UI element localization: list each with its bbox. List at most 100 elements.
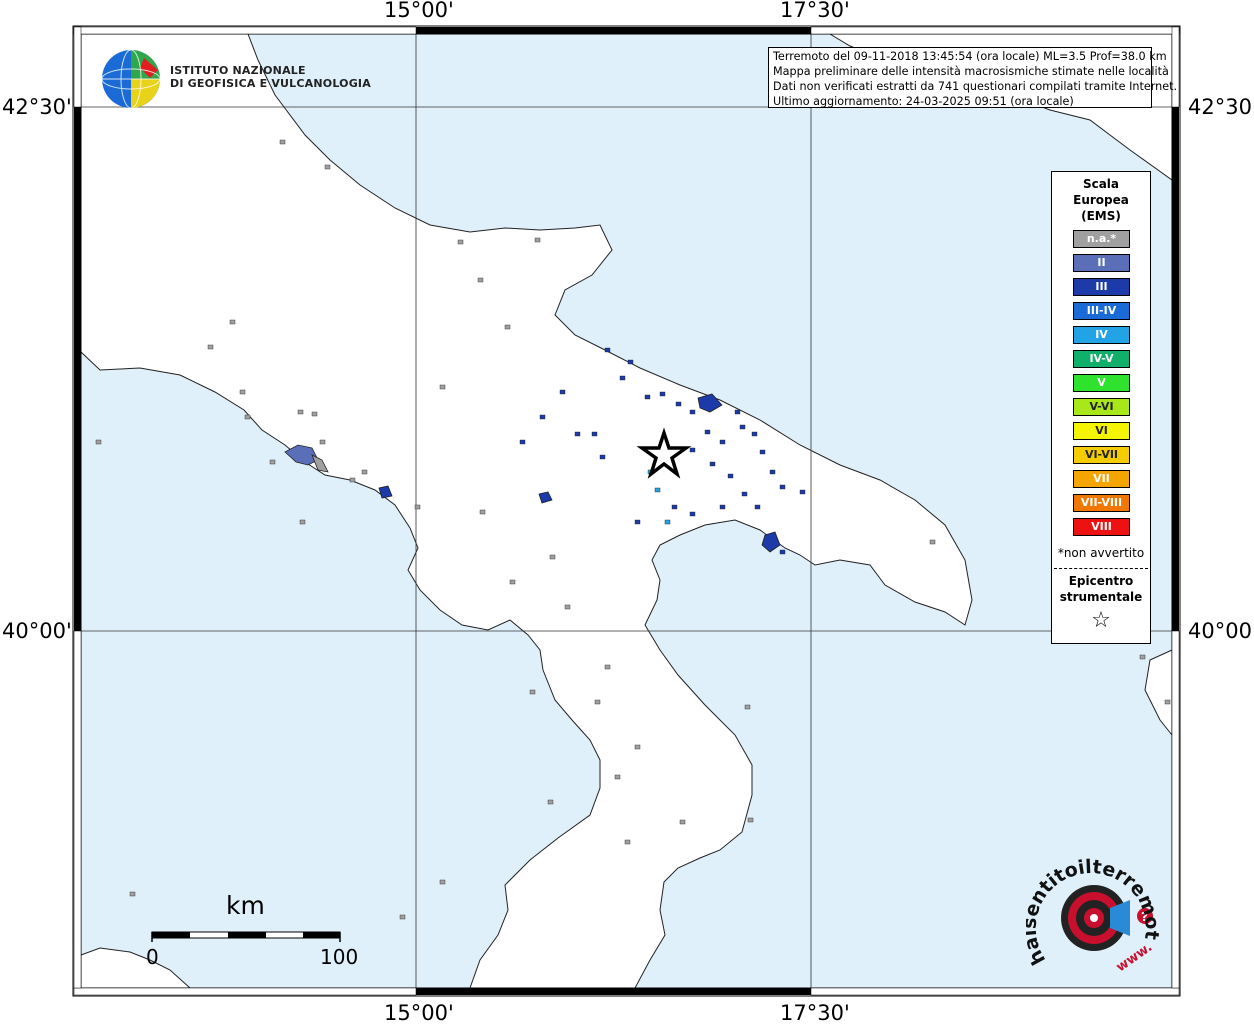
locality-marker (297, 409, 304, 415)
locality-marker (477, 277, 484, 283)
locality-marker (129, 891, 136, 897)
locality-marker (759, 449, 766, 455)
locality-marker (559, 389, 566, 395)
left-lat-label-2: 40°00' (2, 619, 72, 643)
locality-marker (549, 554, 556, 560)
locality-marker (624, 839, 631, 845)
locality-marker (594, 699, 601, 705)
locality-marker (324, 164, 331, 170)
locality-marker (207, 344, 214, 350)
locality-marker (754, 504, 761, 510)
map-frame (72, 25, 1181, 997)
event-info-line4: Ultimo aggiornamento: 24-03-2025 09:51 (… (773, 95, 1074, 108)
bottom-lon-label-2: 17°30' (780, 1001, 850, 1025)
locality-marker (634, 744, 641, 750)
legend-swatch: VI (1073, 422, 1130, 440)
locality-marker (734, 409, 741, 415)
locality-marker (457, 239, 464, 245)
locality-marker (399, 914, 406, 920)
locality-marker (361, 469, 368, 475)
locality-marker (719, 439, 726, 445)
top-lon-label-1: 15°00' (384, 0, 454, 22)
legend-swatch: II (1073, 254, 1130, 272)
locality-marker (509, 579, 516, 585)
locality-marker (671, 504, 678, 510)
locality-marker (741, 491, 748, 497)
locality-marker (627, 359, 634, 365)
locality-marker (414, 504, 421, 510)
locality-marker (311, 411, 318, 417)
potenza-intensity-area (538, 491, 553, 504)
bari-intensity-area (697, 393, 723, 413)
locality-marker (719, 504, 726, 510)
locality-marker (534, 237, 541, 243)
locality-marker (659, 391, 666, 397)
naples-na-area (311, 454, 329, 473)
right-lat-label-1: 42°30' (1188, 95, 1254, 119)
locality-markers (95, 139, 1171, 920)
locality-marker (547, 799, 554, 805)
locality-marker (519, 439, 526, 445)
legend-swatch: IV-V (1073, 350, 1130, 368)
locality-marker (479, 509, 486, 515)
legend-swatch: n.a.* (1073, 230, 1130, 248)
epicenter-star (636, 427, 692, 479)
left-lat-label-1: 42°30' (2, 95, 72, 119)
legend-swatch: IV (1073, 326, 1130, 344)
locality-marker (619, 375, 626, 381)
legend-swatch: V-VI (1073, 398, 1130, 416)
event-info-line3: Dati non verificati estratti da 741 ques… (773, 80, 1178, 93)
locality-marker (564, 604, 571, 610)
locality-marker (599, 454, 606, 460)
locality-marker (279, 139, 286, 145)
locality-marker (439, 879, 446, 885)
ingv-name-line1: ISTITUTO NAZIONALE (170, 64, 306, 77)
locality-marker (929, 539, 936, 545)
locality-marker (751, 431, 758, 437)
event-info-line1: Terremoto del 09-11-2018 13:45:54 (ora l… (773, 50, 1167, 63)
locality-marker (239, 389, 246, 395)
locality-marker (799, 489, 806, 495)
ems-legend: Scala Europea (EMS) n.a.* II III III-IV IV IV… (1051, 171, 1151, 644)
legend-separator (1054, 568, 1148, 569)
italy-land (80, 33, 973, 989)
locality-marker (675, 401, 682, 407)
svg-text:?: ? (1141, 910, 1148, 924)
legend-epicenter-line1: Epicentro (1068, 574, 1134, 588)
legend-swatch: III-IV (1073, 302, 1130, 320)
hai-sentito-logo: ? haisentitoilterremoto.it www. (1019, 833, 1166, 990)
locality-marker (704, 429, 711, 435)
locality-marker (591, 431, 598, 437)
locality-marker (654, 487, 661, 493)
locality-marker (779, 484, 786, 490)
legend-swatch: V (1073, 374, 1130, 392)
locality-marker (504, 324, 511, 330)
locality-marker (744, 704, 751, 710)
ingv-globe-icon (101, 49, 161, 109)
locality-marker (269, 459, 276, 465)
locality-marker (634, 519, 641, 525)
locality-marker (679, 819, 686, 825)
event-info-line2: Mappa preliminare delle intensità macros… (773, 65, 1169, 78)
locality-marker (709, 461, 716, 467)
locality-marker (244, 414, 251, 420)
locality-marker (604, 347, 611, 353)
event-info-box: Terremoto del 09-11-2018 13:45:54 (ora l… (768, 47, 1178, 108)
scale-unit: km (226, 891, 265, 920)
locality-marker (539, 414, 546, 420)
locality-marker (229, 319, 236, 325)
scale-start: 0 (146, 945, 159, 969)
top-lon-label-2: 17°30' (780, 0, 850, 22)
bottom-lon-label-1: 15°00' (384, 1001, 454, 1025)
scale-bar (151, 931, 341, 942)
locality-marker (779, 549, 786, 555)
locality-marker (319, 439, 326, 445)
right-lat-label-2: 40°00' (1188, 619, 1254, 643)
locality-marker (689, 511, 696, 517)
legend-star-icon: ☆ (1091, 608, 1111, 633)
legend-title-line1: Scala (1082, 177, 1120, 191)
legend-title-line3: (EMS) (1081, 209, 1121, 223)
legend-note: *non avvertito (1057, 546, 1145, 560)
legend-swatch: III (1073, 278, 1130, 296)
locality-marker (689, 447, 696, 453)
